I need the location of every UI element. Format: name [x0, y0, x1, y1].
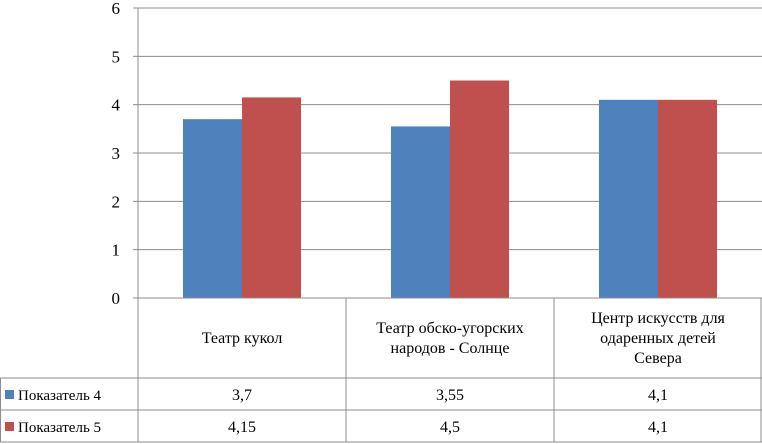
data-label: 3,55	[436, 387, 464, 404]
category-label: народов - Солнце	[391, 340, 510, 357]
legend-key-2	[5, 422, 14, 431]
category-label: Центр искусств для	[591, 310, 725, 327]
y-tick-label: 6	[112, 0, 121, 18]
y-tick-label: 5	[112, 47, 121, 66]
bars	[183, 80, 717, 299]
y-axis: 0 1 2 3 4 5 6	[112, 0, 139, 308]
data-label: 4,5	[440, 419, 460, 436]
category-label: Севера	[634, 350, 682, 367]
data-label: 4,15	[228, 419, 256, 436]
category-label: Театр обско-угорских	[376, 320, 523, 337]
bar-1-1	[183, 119, 242, 299]
legend-key-1	[5, 390, 14, 399]
y-tick-label: 0	[112, 289, 121, 308]
category-label: Театр кукол	[202, 330, 283, 347]
y-tick-label: 3	[112, 144, 121, 163]
data-label: 3,7	[232, 387, 252, 404]
bar-2-2	[450, 80, 509, 298]
category-label: одаренных детей	[600, 330, 716, 347]
data-label: 4,1	[648, 387, 668, 404]
data-label: 4,1	[648, 419, 668, 436]
y-tick-label: 1	[112, 241, 121, 260]
y-tick-label: 2	[112, 192, 121, 211]
bar-1-2	[391, 126, 450, 299]
data-table: Театр кукол Театр обско-угорских народов -…	[0, 297, 762, 443]
bar-1-3	[599, 99, 658, 298]
bar-2-3	[658, 99, 717, 298]
legend-label: Показатель 5	[18, 420, 101, 436]
y-tick-label: 4	[112, 96, 121, 115]
legend-label: Показатель 4	[18, 388, 102, 404]
bar-2-1	[242, 97, 301, 299]
